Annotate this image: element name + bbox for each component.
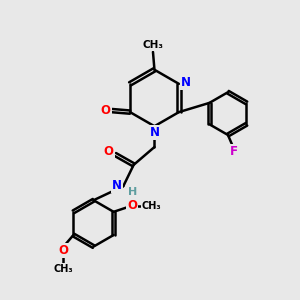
Text: O: O — [58, 244, 68, 257]
Text: O: O — [104, 145, 114, 158]
Text: O: O — [100, 104, 111, 117]
Text: CH₃: CH₃ — [142, 201, 161, 211]
Text: N: N — [112, 179, 122, 192]
Text: N: N — [149, 126, 160, 139]
Text: CH₃: CH₃ — [142, 40, 164, 50]
Text: CH₃: CH₃ — [53, 264, 73, 274]
Text: N: N — [181, 76, 190, 89]
Text: O: O — [127, 200, 137, 212]
Text: H: H — [128, 187, 137, 196]
Text: F: F — [230, 145, 238, 158]
